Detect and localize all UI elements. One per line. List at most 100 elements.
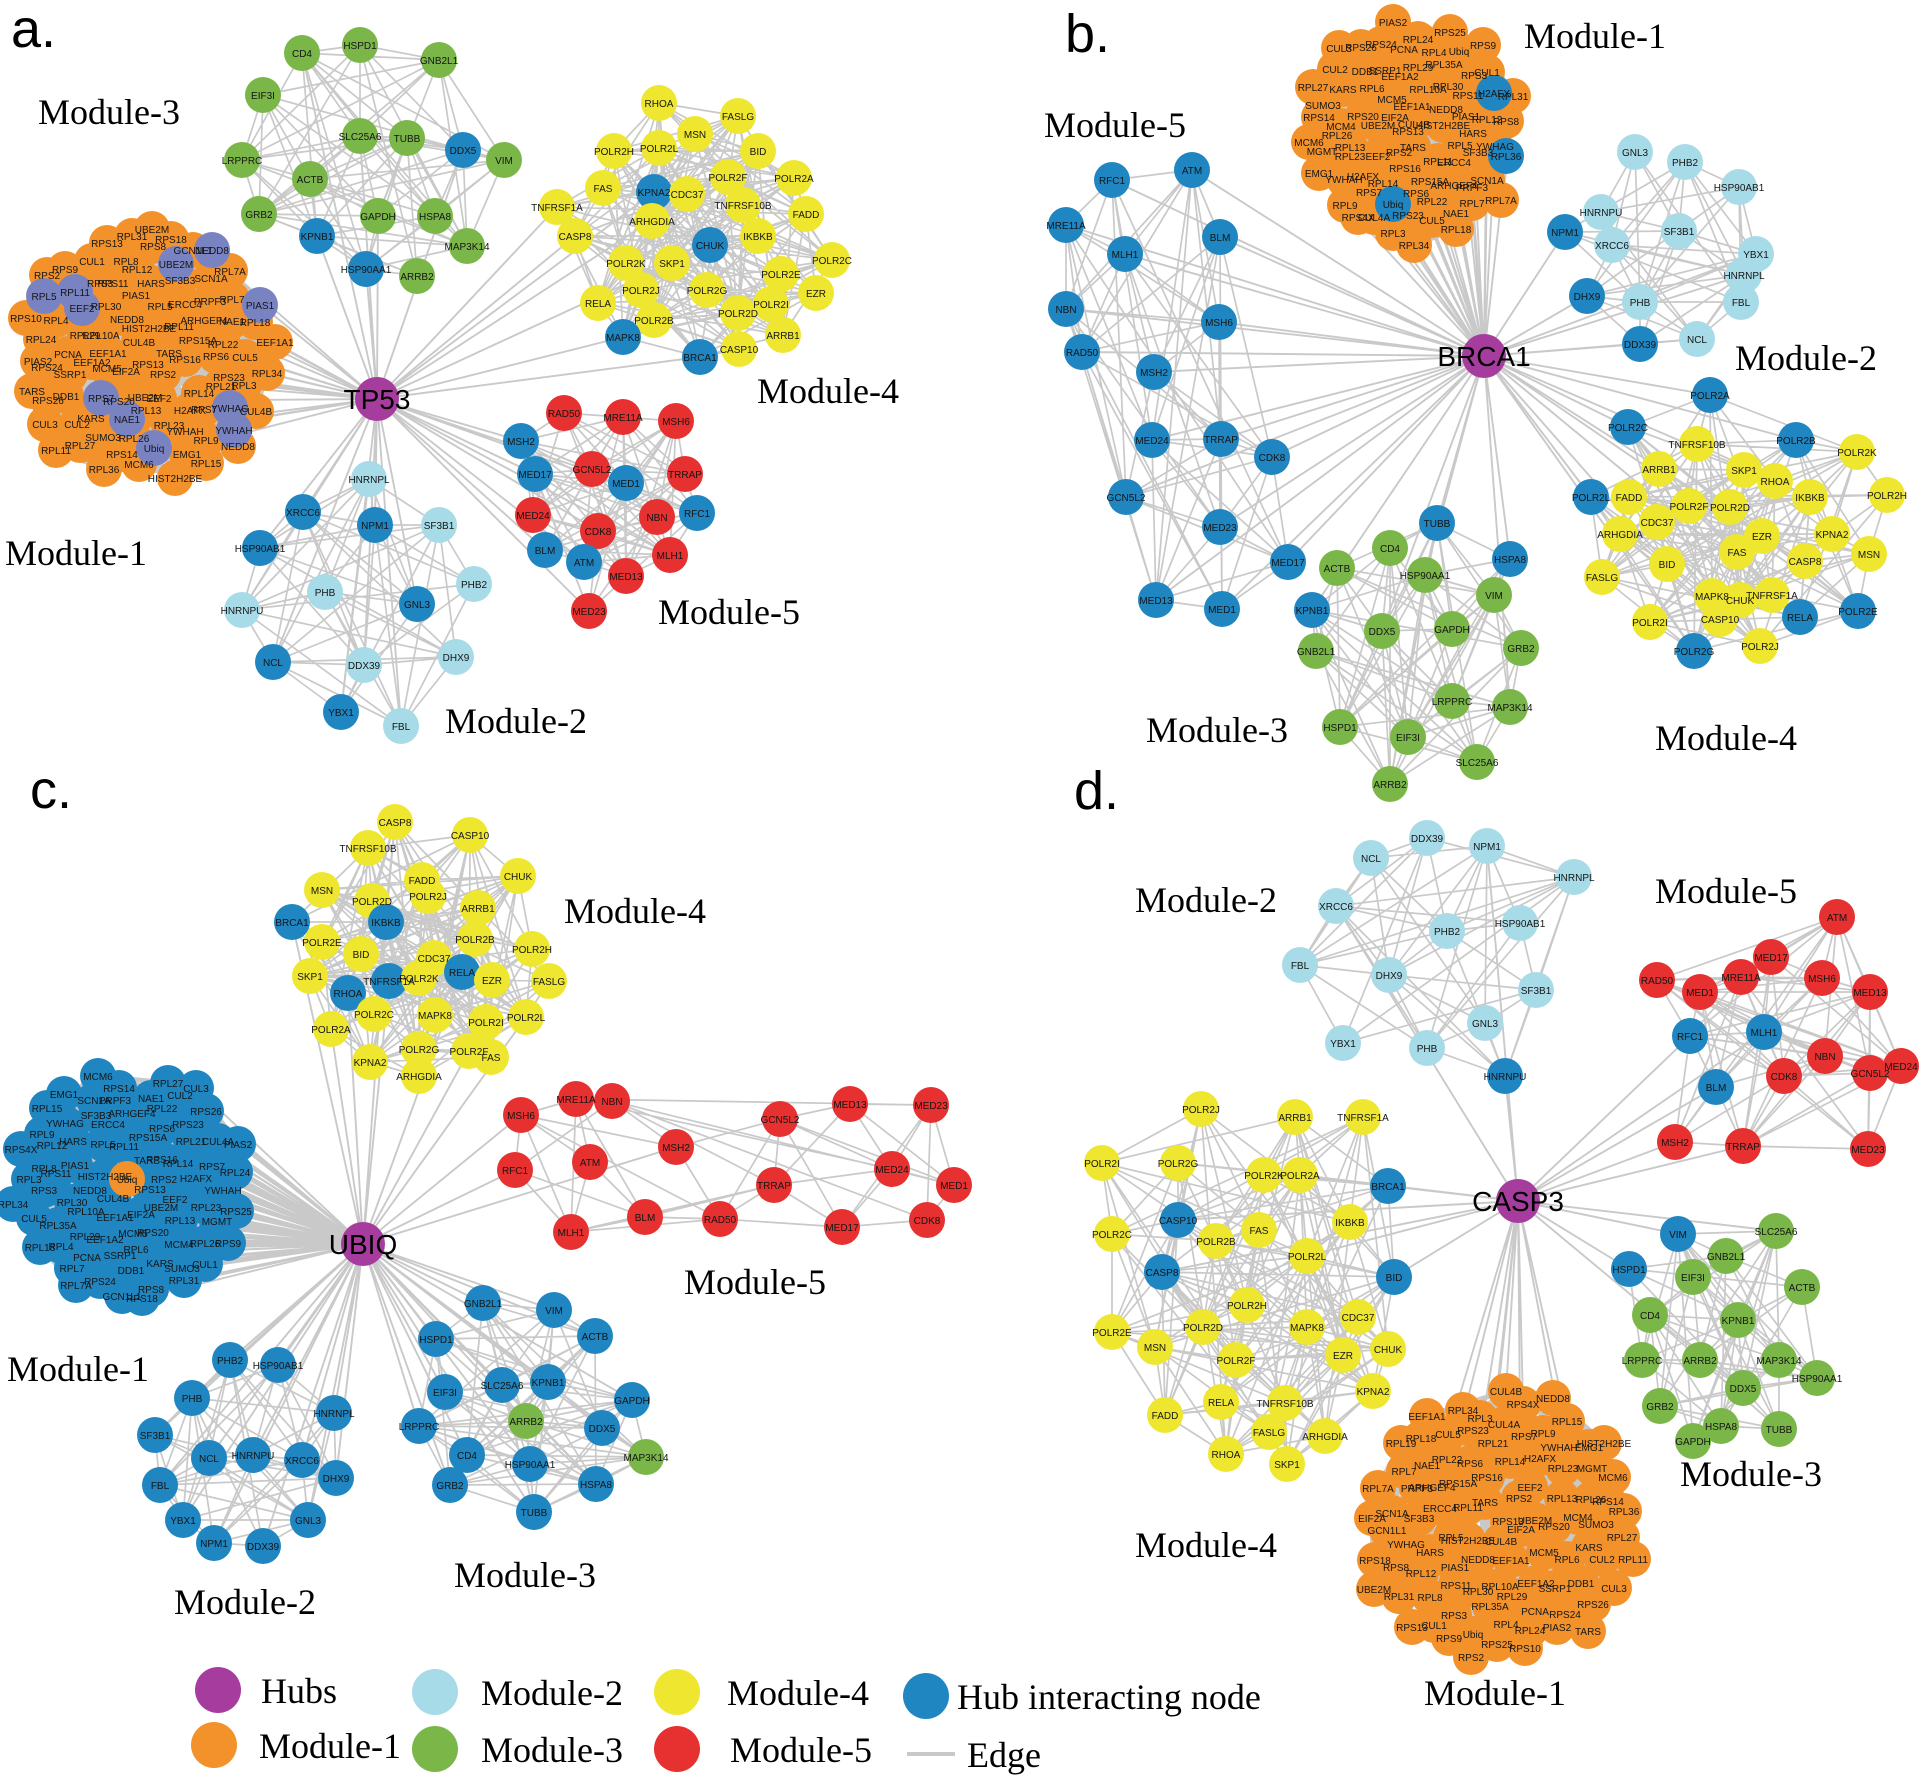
svg-text:EIF2A: EIF2A [127, 1210, 155, 1221]
svg-text:MED23: MED23 [1851, 1145, 1885, 1156]
svg-text:CASP8: CASP8 [379, 818, 412, 829]
svg-text:MED24: MED24 [516, 511, 550, 522]
svg-text:d.: d. [1074, 761, 1119, 821]
svg-text:RPL35A: RPL35A [1425, 60, 1463, 71]
svg-text:GAPDH: GAPDH [1434, 625, 1470, 636]
svg-text:GAPDH: GAPDH [1675, 1437, 1711, 1448]
svg-text:NPM1: NPM1 [200, 1539, 228, 1550]
svg-text:RPL12: RPL12 [37, 1141, 68, 1152]
svg-text:CUL2: CUL2 [1322, 65, 1348, 76]
svg-text:SF3B3: SF3B3 [1463, 148, 1494, 159]
svg-text:RPL15: RPL15 [191, 459, 222, 470]
svg-text:CUL5: CUL5 [1419, 216, 1445, 227]
svg-text:RELA: RELA [1208, 1398, 1234, 1409]
svg-text:RPS8: RPS8 [1383, 1563, 1410, 1574]
svg-text:BLM: BLM [635, 1213, 656, 1224]
svg-text:Module-2: Module-2 [481, 1673, 623, 1713]
svg-text:POLR2K: POLR2K [1837, 448, 1877, 459]
svg-text:DDB1: DDB1 [1352, 67, 1379, 78]
svg-text:RPS13: RPS13 [1396, 1623, 1428, 1634]
svg-text:RPS15A: RPS15A [129, 1133, 168, 1144]
svg-text:EIF2A: EIF2A [1507, 1525, 1535, 1536]
svg-text:RPL24: RPL24 [1515, 1626, 1546, 1637]
svg-text:POLR2C: POLR2C [812, 256, 852, 267]
svg-text:YBX1: YBX1 [1330, 1039, 1356, 1050]
svg-text:CUL4B: CUL4B [1398, 120, 1431, 131]
svg-text:RPL29: RPL29 [1403, 63, 1434, 74]
svg-text:Module-4: Module-4 [564, 891, 706, 931]
svg-text:Module-4: Module-4 [727, 1673, 869, 1713]
svg-text:KPNB1: KPNB1 [1722, 1316, 1755, 1327]
svg-text:MCM5: MCM5 [92, 364, 122, 375]
svg-text:POLR2D: POLR2D [1710, 503, 1750, 514]
svg-text:EEF1A1: EEF1A1 [96, 1213, 134, 1224]
svg-text:HIST2H2BE: HIST2H2BE [78, 1172, 133, 1183]
svg-text:EEF1A2: EEF1A2 [86, 1235, 124, 1246]
svg-text:RPS9: RPS9 [52, 265, 79, 276]
svg-text:HSPA8: HSPA8 [1494, 555, 1526, 566]
svg-text:RPL31: RPL31 [169, 1276, 200, 1287]
svg-text:HSP90AB1: HSP90AB1 [253, 1361, 304, 1372]
svg-text:MLH1: MLH1 [1751, 1028, 1778, 1039]
svg-text:HNRNPU: HNRNPU [1484, 1072, 1527, 1083]
svg-text:PHB2: PHB2 [1434, 927, 1461, 938]
svg-text:TARS: TARS [156, 349, 182, 360]
svg-text:DDX39: DDX39 [247, 1542, 280, 1553]
svg-text:MSN: MSN [684, 130, 706, 141]
svg-text:RPS7: RPS7 [1511, 1432, 1538, 1443]
svg-text:RPL5: RPL5 [1438, 1533, 1463, 1544]
svg-text:CHUK: CHUK [696, 241, 725, 252]
svg-text:DHX9: DHX9 [1574, 292, 1601, 303]
svg-text:POLR2G: POLR2G [399, 1045, 440, 1056]
svg-text:Ubiq: Ubiq [117, 1175, 138, 1186]
svg-text:CD4: CD4 [457, 1451, 477, 1462]
svg-text:RPS18: RPS18 [155, 235, 187, 246]
svg-text:RAD50: RAD50 [548, 409, 581, 420]
svg-text:HIST2H2BE: HIST2H2BE [122, 324, 177, 335]
svg-text:RPL22: RPL22 [1432, 1455, 1463, 1466]
svg-text:ARRB2: ARRB2 [509, 1417, 543, 1428]
svg-text:EEF1A1: EEF1A1 [1408, 1412, 1446, 1423]
svg-text:HSPD1: HSPD1 [1323, 723, 1357, 734]
svg-text:RPL10A: RPL10A [82, 331, 120, 342]
svg-text:KPNA2: KPNA2 [354, 1058, 387, 1069]
svg-text:POLR2L: POLR2L [1572, 493, 1611, 504]
svg-text:EZR: EZR [482, 976, 502, 987]
svg-text:HARS: HARS [59, 1137, 87, 1148]
svg-text:SSRP1: SSRP1 [54, 370, 87, 381]
svg-text:RPS26: RPS26 [32, 396, 64, 407]
svg-text:CUL1: CUL1 [1421, 1621, 1447, 1632]
svg-text:Module-3: Module-3 [1146, 710, 1288, 750]
svg-text:FBL: FBL [392, 722, 411, 733]
svg-text:RPL29: RPL29 [1497, 1592, 1528, 1603]
svg-text:HNRNPL: HNRNPL [313, 1409, 355, 1420]
svg-text:POLR2J: POLR2J [622, 286, 660, 297]
svg-text:TNFRSF10B: TNFRSF10B [1668, 440, 1726, 451]
svg-text:RPL31: RPL31 [1498, 92, 1529, 103]
svg-text:NEDD8: NEDD8 [1429, 105, 1463, 116]
svg-text:RPS14: RPS14 [103, 1084, 135, 1095]
svg-text:RPS11: RPS11 [41, 1169, 72, 1180]
svg-text:RPS20: RPS20 [1347, 112, 1379, 123]
svg-text:RPS8: RPS8 [140, 242, 167, 253]
svg-text:EMG1: EMG1 [1575, 1443, 1604, 1454]
svg-text:SKP1: SKP1 [1274, 1460, 1300, 1471]
svg-text:MED1: MED1 [1686, 988, 1714, 999]
svg-text:KPNA2: KPNA2 [638, 188, 671, 199]
svg-text:CUL1: CUL1 [79, 257, 105, 268]
svg-text:RPS11: RPS11 [98, 279, 129, 290]
svg-text:HSPD1: HSPD1 [343, 41, 377, 52]
svg-text:RHOA: RHOA [645, 99, 674, 110]
svg-text:SCN1A: SCN1A [1470, 176, 1504, 187]
svg-text:Edge: Edge [967, 1735, 1041, 1775]
svg-text:FASLG: FASLG [533, 977, 565, 988]
svg-text:SSRP1: SSRP1 [1539, 1584, 1572, 1595]
svg-text:NCL: NCL [1361, 854, 1381, 865]
svg-text:EMG1: EMG1 [1305, 169, 1334, 180]
svg-text:POLR2E: POLR2E [302, 938, 342, 949]
svg-text:EMG1: EMG1 [173, 450, 202, 461]
svg-text:RPS18: RPS18 [126, 1294, 158, 1305]
svg-text:MCM5: MCM5 [118, 1229, 148, 1240]
svg-text:LRPPRC: LRPPRC [222, 156, 263, 167]
svg-text:RPL34: RPL34 [252, 369, 283, 380]
